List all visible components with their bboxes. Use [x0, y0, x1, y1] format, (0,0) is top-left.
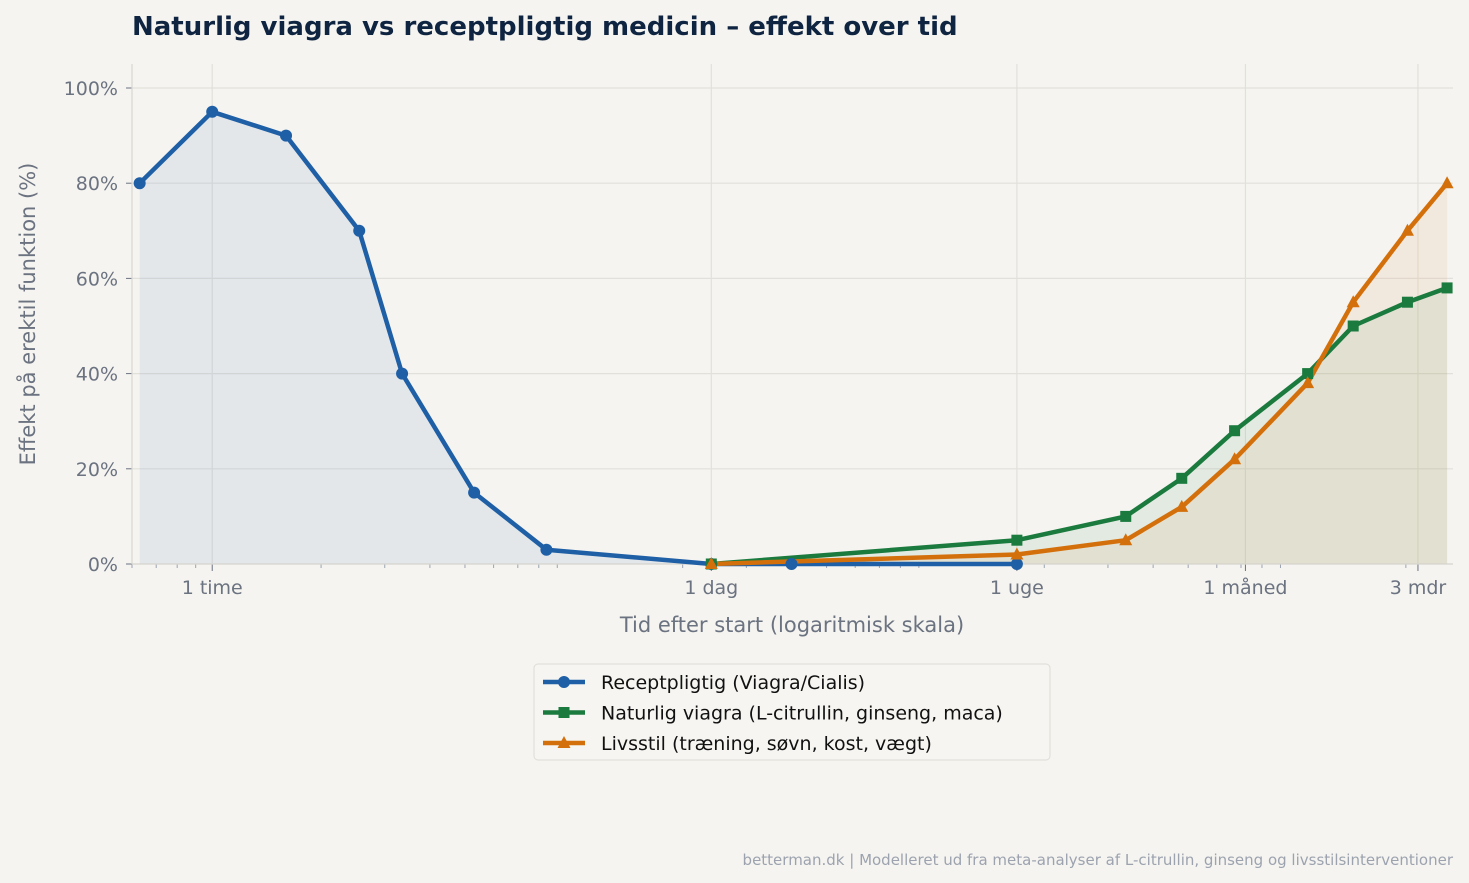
grid	[132, 64, 1453, 565]
legend-box	[533, 663, 1051, 761]
series-area-2	[711, 183, 1448, 564]
legend: Receptpligtig (Viagra/Cialis) Naturlig vi…	[533, 663, 1051, 761]
area-fills	[139, 111, 1448, 565]
data-point	[540, 543, 553, 556]
y-tick-label: 60%	[76, 268, 118, 290]
series-markers	[133, 105, 1454, 570]
data-point	[1229, 425, 1241, 437]
x-tick-label: 1 time	[182, 577, 243, 599]
data-point	[1347, 320, 1359, 332]
x-tick-label: 1 måned	[1203, 576, 1287, 599]
y-tick-label: 20%	[76, 459, 118, 481]
data-point	[704, 557, 718, 569]
series-area-1	[711, 287, 1448, 564]
data-point	[1120, 510, 1132, 522]
data-point	[1011, 534, 1023, 546]
data-point	[1010, 558, 1023, 570]
legend-label: Receptpligtig (Viagra/Cialis)	[601, 672, 865, 694]
axes: 0% 20% 40% 60% 80% 100% 1 time 1 dag 1 uge 1 måne…	[64, 64, 1453, 599]
chart-title: Naturlig viagra vs receptpligtig medicin…	[132, 12, 958, 42]
data-point	[1175, 499, 1189, 512]
y-axis-label: Effekt på erektil funktion (%)	[15, 163, 40, 466]
data-point	[1401, 296, 1413, 308]
legend-label: Naturlig viagra (L-citrullin, ginseng, m…	[601, 703, 1003, 725]
data-point	[280, 129, 293, 142]
legend-label: Livsstil (træning, søvn, kost, vægt)	[601, 733, 932, 755]
x-tick-label: 1 dag	[684, 577, 738, 599]
data-point	[1302, 368, 1314, 380]
data-point	[1400, 223, 1414, 236]
data-point	[1176, 472, 1188, 484]
data-point	[1440, 176, 1454, 189]
x-tick-label: 1 uge	[990, 577, 1044, 599]
y-tick-label: 80%	[76, 173, 118, 195]
y-tick-label: 40%	[76, 364, 118, 386]
legend-swatch-marker	[557, 736, 571, 748]
y-tick-label: 0%	[88, 554, 118, 576]
data-point	[1441, 282, 1453, 294]
footer-source: betterman.dk | Modelleret ud fra meta-an…	[743, 851, 1454, 869]
data-point	[396, 367, 409, 380]
data-point	[1228, 452, 1242, 465]
data-point	[468, 486, 481, 499]
data-point	[206, 105, 219, 118]
data-point	[1119, 533, 1133, 546]
x-axis-label: Tid efter start (logaritmisk skala)	[619, 613, 964, 637]
data-point	[353, 224, 366, 237]
y-tick-label: 100%	[64, 78, 118, 100]
x-tick-label: 3 mdr	[1390, 577, 1447, 599]
series-area-0	[139, 111, 1017, 565]
legend-swatch-marker	[558, 676, 570, 688]
data-point	[133, 177, 146, 190]
legend-swatch-marker	[558, 707, 570, 718]
data-point	[1010, 547, 1024, 560]
data-point	[1301, 376, 1315, 389]
data-point	[1346, 295, 1360, 308]
data-point	[785, 558, 798, 570]
